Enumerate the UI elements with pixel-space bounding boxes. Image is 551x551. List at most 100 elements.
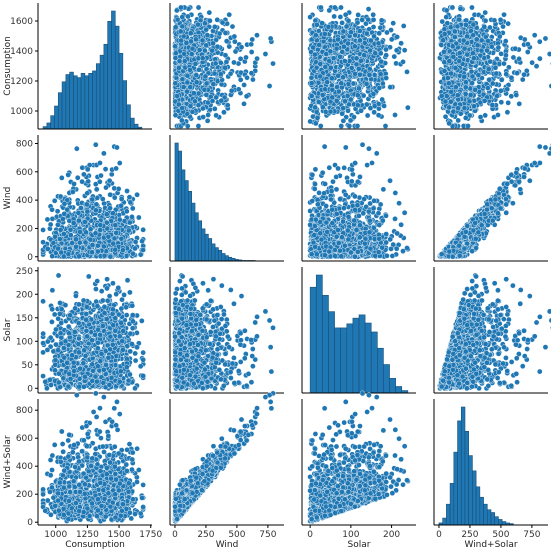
scatter-point — [475, 72, 482, 78]
scatter-point — [248, 41, 254, 48]
scatter-point — [83, 229, 89, 236]
scatter-point — [514, 70, 520, 76]
hist-bar — [80, 73, 86, 130]
hist-bar — [221, 253, 226, 262]
scatter-point — [262, 51, 269, 57]
scatter-point — [118, 196, 125, 202]
scatter-point — [93, 186, 100, 193]
scatter-point — [503, 71, 510, 77]
scatter-point — [354, 92, 361, 99]
scatter-point — [61, 200, 68, 207]
scatter-point — [444, 20, 451, 26]
scatter-point — [183, 40, 190, 46]
scatter-point — [365, 16, 371, 23]
scatter-point — [533, 63, 540, 69]
scatter-point — [211, 70, 218, 77]
scatter-point — [57, 236, 63, 242]
scatter-point — [179, 105, 185, 111]
scatter-point — [176, 65, 182, 71]
scatter-point — [468, 68, 475, 75]
scatter-point — [353, 61, 360, 68]
scatter-point — [120, 247, 126, 254]
scatter-point — [461, 73, 467, 80]
scatter-point — [61, 231, 67, 237]
scatter-point — [404, 69, 410, 75]
scatter-point — [203, 26, 210, 33]
scatter-point — [442, 113, 449, 120]
scatter-point — [329, 86, 336, 93]
scatter-point — [446, 120, 452, 127]
hist-bar — [191, 202, 196, 262]
scatter-point — [95, 248, 101, 255]
panel-wind-vs-consumption — [37, 135, 152, 262]
scatter-point — [195, 21, 201, 28]
scatter-point — [501, 11, 507, 18]
scatter-point — [331, 13, 337, 20]
scatter-point — [345, 17, 352, 24]
scatter-point — [218, 97, 225, 104]
scatter-point — [361, 52, 367, 59]
scatter-point — [394, 34, 400, 40]
scatter-point — [179, 23, 186, 30]
scatter-point — [326, 58, 333, 64]
scatter-point — [195, 4, 202, 11]
scatter-point — [172, 43, 178, 50]
scatter-point — [461, 45, 468, 52]
scatter-point — [472, 86, 478, 93]
scatter-point — [313, 120, 319, 127]
scatter-point — [471, 103, 477, 109]
scatter-point — [485, 38, 491, 44]
scatter-point — [84, 208, 91, 215]
scatter-point — [508, 93, 515, 100]
scatter-point — [199, 37, 206, 44]
scatter-point — [68, 232, 74, 238]
scatter-point — [100, 196, 106, 202]
scatter-point — [203, 42, 210, 49]
scatter-point — [89, 242, 96, 248]
scatter-point — [97, 178, 103, 185]
scatter-point — [315, 99, 322, 105]
hist-bar — [114, 25, 120, 130]
scatter-point — [113, 229, 119, 236]
hist-bar — [184, 180, 189, 262]
scatter-point — [367, 47, 373, 54]
scatter-point — [243, 93, 250, 100]
scatter-point — [112, 222, 119, 229]
scatter-point — [192, 61, 199, 67]
scatter-point — [210, 40, 216, 47]
scatter-point — [338, 80, 345, 87]
scatter-point — [185, 13, 191, 20]
scatter-point — [332, 4, 338, 11]
hist-bar — [122, 80, 127, 130]
scatter-point — [482, 17, 489, 24]
scatter-point — [312, 51, 318, 58]
scatter-point — [224, 20, 230, 27]
scatter-point — [376, 30, 382, 37]
scatter-point — [489, 102, 496, 108]
scatter-point — [537, 55, 543, 62]
scatter-point — [82, 239, 89, 246]
scatter-point — [375, 40, 382, 47]
scatter-point — [339, 110, 345, 117]
scatter-point — [123, 253, 130, 259]
scatter-point — [471, 97, 478, 104]
hist-bar — [174, 142, 179, 262]
scatter-point — [184, 79, 191, 86]
scatter-point — [243, 54, 249, 61]
scatter-point — [363, 30, 370, 37]
scatter-point — [67, 226, 74, 233]
scatter-point — [187, 30, 194, 37]
scatter-point — [353, 55, 360, 62]
scatter-point — [500, 23, 506, 30]
scatter-point — [326, 7, 333, 14]
scatter-point — [200, 114, 206, 120]
scatter-point — [319, 92, 326, 98]
scatter-point — [200, 105, 206, 112]
hist-bar — [214, 247, 219, 262]
scatter-point — [124, 188, 130, 194]
hist-bar — [92, 70, 97, 130]
scatter-point — [342, 98, 348, 105]
scatter-point — [461, 105, 468, 111]
scatter-point — [136, 214, 142, 221]
scatter-point — [95, 242, 101, 249]
